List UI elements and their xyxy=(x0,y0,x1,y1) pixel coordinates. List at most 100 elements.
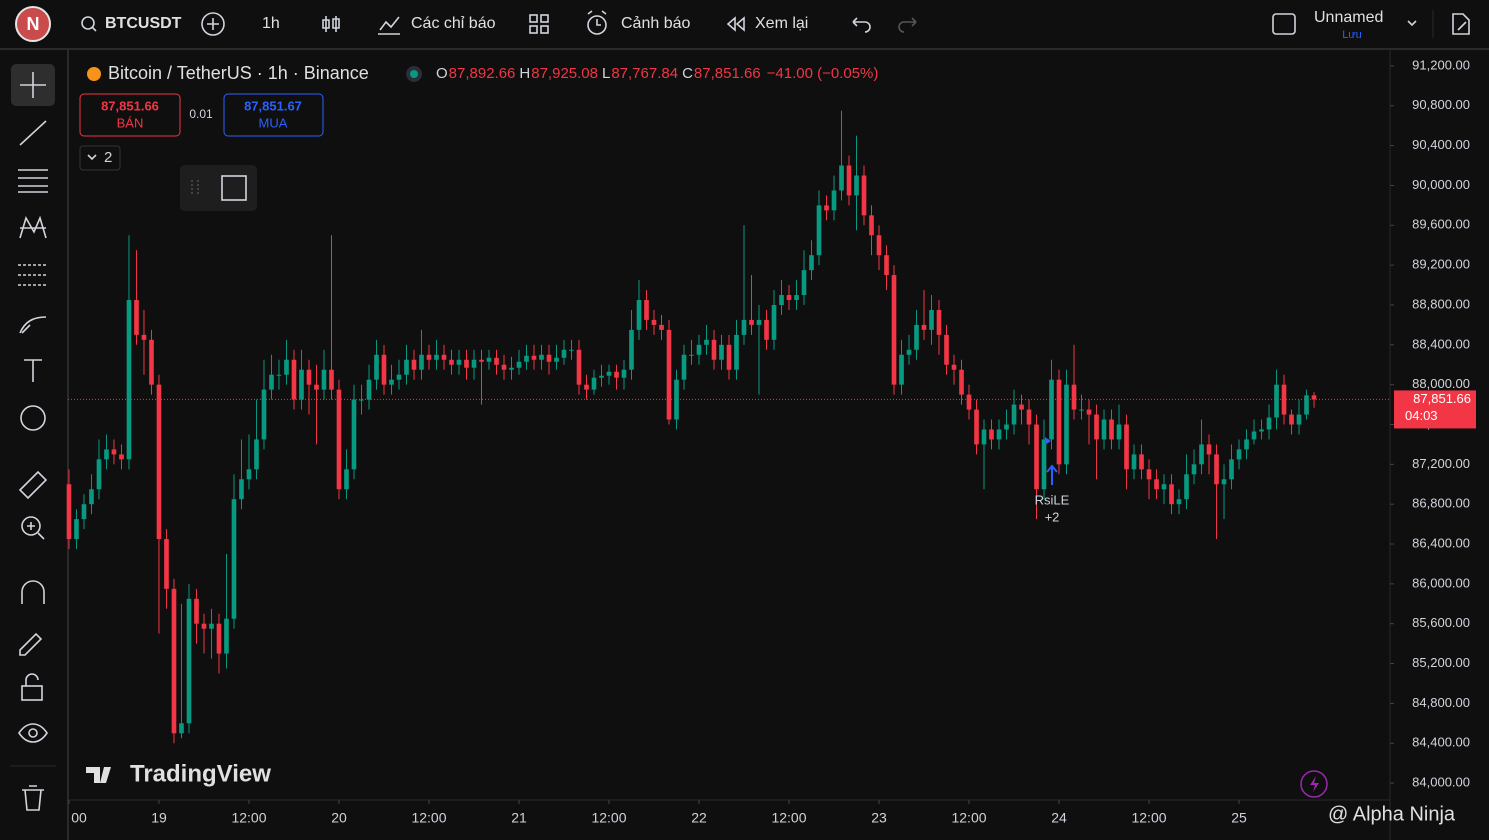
layout-icon[interactable] xyxy=(1272,13,1296,35)
magnet-tool[interactable] xyxy=(21,580,45,604)
y-tick-label: 87,200.00 xyxy=(1412,456,1470,471)
candle-body xyxy=(584,384,589,390)
lock-tool[interactable] xyxy=(21,685,43,701)
candle-body xyxy=(756,319,762,325)
indicators[interactable]: Các chỉ báo xyxy=(411,15,496,32)
candle-body xyxy=(741,319,747,335)
alert-icon xyxy=(587,15,607,35)
candle-body xyxy=(764,319,769,340)
sell-button[interactable] xyxy=(79,93,181,137)
last-price-label: 87,851.66 xyxy=(1413,391,1471,406)
redo[interactable] xyxy=(898,17,917,33)
save-status: Lưu xyxy=(1342,29,1362,41)
candle-body xyxy=(959,369,964,395)
alerts[interactable]: Cảnh báo xyxy=(621,15,690,32)
candle-body xyxy=(344,469,349,490)
candle-body xyxy=(1034,424,1039,490)
signal-count: +2 xyxy=(1045,509,1060,524)
drag-handle[interactable] xyxy=(191,180,199,196)
lightning-button[interactable] xyxy=(1300,770,1328,798)
text-tool[interactable] xyxy=(24,359,42,382)
brush-tool[interactable] xyxy=(19,316,47,334)
candle-body xyxy=(681,354,687,380)
zoom-tool[interactable] xyxy=(21,516,41,536)
candle-body xyxy=(66,484,72,540)
candle-body xyxy=(726,344,732,370)
candle-body xyxy=(599,375,604,378)
ohlc-key: O xyxy=(436,65,448,82)
measure-tool[interactable] xyxy=(18,470,48,500)
sell-label: BÁN xyxy=(117,115,144,130)
interval[interactable]: 1h xyxy=(262,15,280,32)
prediction-tool[interactable] xyxy=(18,264,48,286)
candle-body xyxy=(1206,444,1212,455)
replay[interactable]: Xem lại xyxy=(755,15,808,32)
layout-menu[interactable] xyxy=(1407,20,1417,27)
trendline-tool[interactable] xyxy=(19,120,47,146)
collapse-button[interactable] xyxy=(79,145,121,171)
chevron xyxy=(87,154,97,161)
avatar-letter: N xyxy=(27,14,40,34)
candle-body xyxy=(1109,419,1114,440)
candle-body xyxy=(374,354,379,380)
symbol[interactable]: BTCUSDT xyxy=(105,15,182,32)
pattern-tool[interactable] xyxy=(19,215,47,239)
candle-body xyxy=(261,389,267,440)
candle-body xyxy=(794,295,799,300)
crosshair-tool[interactable] xyxy=(20,72,46,98)
candle-body xyxy=(651,319,657,325)
candle-body xyxy=(254,439,259,470)
avatar[interactable] xyxy=(15,6,51,42)
fib-tool[interactable] xyxy=(18,169,48,193)
select-tool[interactable] xyxy=(221,175,247,201)
y-tick-label: 84,400.00 xyxy=(1412,735,1470,750)
candle-body xyxy=(411,359,417,370)
y-tick-label: 90,000.00 xyxy=(1412,177,1470,192)
candle-body xyxy=(1176,499,1182,505)
candle-body xyxy=(494,357,499,365)
undo[interactable] xyxy=(852,17,871,33)
candle-body xyxy=(1004,424,1009,430)
indicators-icon xyxy=(378,16,400,35)
y-tick-label: 90,400.00 xyxy=(1412,137,1470,152)
candle-body xyxy=(771,304,777,340)
candle-body xyxy=(284,359,289,375)
candle-body xyxy=(1251,431,1257,440)
legend-title: Bitcoin / TetherUS · 1h · Binance xyxy=(108,63,369,83)
left-toolbar xyxy=(10,64,56,811)
templates[interactable] xyxy=(529,14,538,23)
candle-body xyxy=(1236,449,1242,460)
delete-tool[interactable] xyxy=(22,785,44,811)
candle-body xyxy=(1311,395,1317,400)
candle-body xyxy=(569,349,574,351)
layout-name[interactable]: Unnamed xyxy=(1314,9,1383,26)
y-tick-label: 89,200.00 xyxy=(1412,257,1470,272)
candle-body xyxy=(734,334,739,370)
candle-body xyxy=(1146,469,1152,480)
candle-body xyxy=(576,349,582,385)
candle-body xyxy=(824,205,829,211)
snapshot[interactable] xyxy=(1452,13,1470,35)
chart-type[interactable] xyxy=(322,16,340,32)
candle-body xyxy=(276,374,282,376)
candle-body xyxy=(104,449,109,460)
candle-body xyxy=(1026,409,1032,425)
x-tick-label: 21 xyxy=(511,810,527,826)
status-dot xyxy=(410,70,418,78)
candle-body xyxy=(636,300,642,330)
emoji-tool[interactable] xyxy=(20,405,46,431)
author-watermark: @ Alpha Ninja xyxy=(1328,803,1456,825)
candle-body xyxy=(554,357,559,362)
visibility-tool[interactable] xyxy=(18,723,48,743)
draw-mode[interactable] xyxy=(19,632,43,656)
candle-body xyxy=(1041,439,1047,490)
buy-button[interactable] xyxy=(223,93,324,137)
candle-body xyxy=(524,355,529,362)
candle-body xyxy=(614,371,619,378)
add-symbol[interactable] xyxy=(201,12,225,36)
y-tick-label: 90,800.00 xyxy=(1412,97,1470,112)
candle-body xyxy=(854,175,859,196)
candle-body xyxy=(1139,454,1144,470)
candle-body xyxy=(1229,459,1234,480)
